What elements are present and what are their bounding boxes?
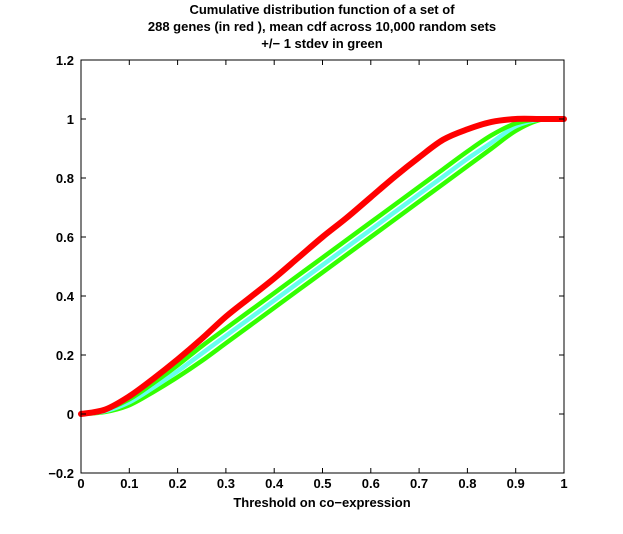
x-tick-label: 0.2 bbox=[169, 476, 187, 491]
x-tick-label: 0.8 bbox=[458, 476, 476, 491]
y-tick-label: 0.2 bbox=[56, 348, 74, 363]
series-line-gene-set bbox=[78, 115, 567, 417]
chart-title-line-2: 288 genes (in red ), mean cdf across 10,… bbox=[148, 19, 496, 34]
x-tick-label: 0.5 bbox=[313, 476, 331, 491]
y-tick-label: 0.8 bbox=[56, 171, 74, 186]
x-tick-label: 0.3 bbox=[217, 476, 235, 491]
y-tick-label: 0 bbox=[67, 407, 74, 422]
chart-title: Cumulative distribution function of a se… bbox=[148, 2, 496, 51]
y-tick-label: 1 bbox=[67, 112, 74, 127]
y-tick-label: 0.6 bbox=[56, 230, 74, 245]
y-tick-label: −0.2 bbox=[48, 466, 74, 481]
series-layer bbox=[78, 115, 567, 417]
chart-title-line-3: +/− 1 stdev in green bbox=[261, 36, 382, 51]
x-tick-label: 0.6 bbox=[362, 476, 380, 491]
chart-title-line-1: Cumulative distribution function of a se… bbox=[189, 2, 455, 17]
x-tick-label: 0.4 bbox=[265, 476, 284, 491]
x-tick-label: 0.7 bbox=[410, 476, 428, 491]
series-line-lower-stdev bbox=[78, 116, 567, 417]
tick-layer: 0 0.1 0.2 0.3 0.4 0.5 0.6 0.7 0.8 0.9 1−0.200.20.4… bbox=[48, 53, 567, 491]
y-tick-label: 0.4 bbox=[56, 289, 75, 304]
x-tick-label: 0 bbox=[77, 476, 84, 491]
x-axis-label: Threshold on co−expression bbox=[233, 495, 410, 510]
x-tick-label: 0.1 bbox=[120, 476, 138, 491]
x-tick-label: 0.9 bbox=[507, 476, 525, 491]
y-tick-label: 1.2 bbox=[56, 53, 74, 68]
x-tick-label: 1 bbox=[560, 476, 567, 491]
series-line-upper-stdev bbox=[78, 116, 567, 417]
series-line-mean bbox=[78, 116, 567, 417]
